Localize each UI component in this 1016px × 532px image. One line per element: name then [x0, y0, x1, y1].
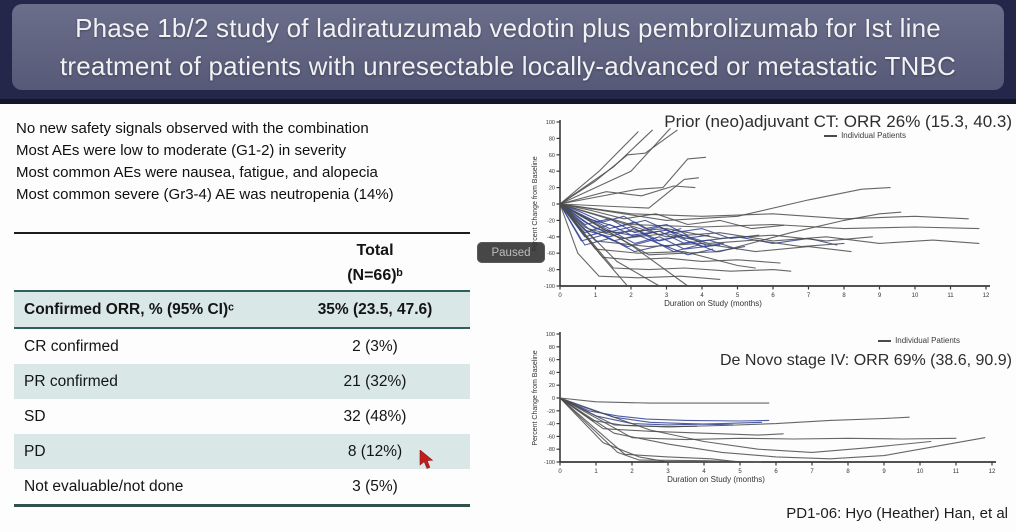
svg-text:4: 4 [700, 293, 704, 299]
row-value-pd: 8 (12%) [347, 442, 403, 460]
svg-text:-40: -40 [547, 422, 555, 428]
svg-text:Duration on Study (months): Duration on Study (months) [664, 299, 762, 308]
svg-text:2: 2 [629, 293, 633, 299]
svg-text:0: 0 [558, 293, 562, 299]
svg-text:5: 5 [738, 469, 742, 475]
slide-title-box: Phase 1b/2 study of ladiratuzumab vedoti… [12, 4, 1004, 90]
mouse-cursor-icon [419, 450, 434, 469]
svg-text:-60: -60 [547, 434, 555, 440]
svg-text:60: 60 [549, 358, 555, 364]
spider-plot-de-novo: 0 1 2 3 4 5 6 7 8 9 10 11 12100806040200-20-40-60-80… [532, 332, 996, 484]
svg-text:-20: -20 [547, 218, 555, 224]
svg-text:Duration on Study (months): Duration on Study (months) [667, 475, 765, 484]
svg-text:8: 8 [842, 293, 846, 299]
svg-text:-80: -80 [547, 268, 555, 274]
svg-text:-60: -60 [547, 251, 555, 257]
header-band: Phase 1b/2 study of ladiratuzumab vedoti… [0, 0, 1016, 104]
row-value-cr-confirmed: 2 (3%) [352, 337, 398, 355]
row-value-confirmed-orr: 35% (23.5, 47.6) [317, 300, 433, 318]
legend-line-swatch [878, 339, 892, 342]
row-value-not-evaluable: 3 (5%) [352, 477, 398, 495]
table-row: SD 32 (48%) [14, 399, 470, 434]
svg-text:-100: -100 [544, 460, 555, 466]
row-label-pr-confirmed: PR confirmed [24, 372, 118, 390]
safety-bullet-1: No new safety signals observed with the … [16, 120, 369, 137]
svg-text:8: 8 [846, 469, 850, 475]
svg-text:10: 10 [912, 293, 919, 299]
svg-text:4: 4 [702, 469, 706, 475]
safety-bullet-4: Most common severe (Gr3-4) AE was neutro… [16, 186, 394, 203]
paused-label: Paused [491, 246, 531, 259]
svg-text:6: 6 [771, 293, 775, 299]
slide-title-line-2: treatment of patients with unresectable … [59, 51, 957, 81]
table-header-total-line2: (N=66)ᵇ [347, 267, 403, 284]
svg-text:40: 40 [549, 370, 555, 376]
svg-text:40: 40 [549, 169, 555, 175]
svg-text:100: 100 [546, 332, 555, 338]
safety-summary-text: No new safety signals observed with the … [16, 118, 476, 206]
svg-text:7: 7 [807, 293, 811, 299]
svg-text:9: 9 [878, 293, 882, 299]
attribution-text: PD1-06: Hyo (Heather) Han, et al [786, 505, 1008, 522]
svg-text:1: 1 [594, 293, 598, 299]
table-row: PR confirmed 21 (32%) [14, 364, 470, 399]
svg-text:6: 6 [774, 469, 778, 475]
spider-plot-prior-ct: 0 1 2 3 4 5 6 7 8 9 10 11 12100806040200-20-40-60-80… [532, 120, 990, 308]
table-row: PD 8 (12%) [14, 434, 470, 469]
svg-text:12: 12 [983, 293, 990, 299]
svg-text:1: 1 [594, 469, 598, 475]
svg-text:-100: -100 [544, 284, 555, 290]
legend-line-swatch [824, 134, 838, 137]
svg-text:3: 3 [666, 469, 670, 475]
svg-text:11: 11 [947, 293, 954, 299]
svg-text:0: 0 [552, 202, 555, 208]
legend-individual-patients: Individual Patients [824, 131, 906, 140]
row-label-sd: SD [24, 407, 46, 425]
svg-text:5: 5 [736, 293, 740, 299]
chart-title-prior-ct: Prior (neo)adjuvant CT: ORR 26% (15.3, 4… [664, 112, 1012, 131]
svg-text:7: 7 [810, 469, 814, 475]
row-label-confirmed-orr: Confirmed ORR, % (95% CI)ᶜ [24, 300, 234, 318]
row-label-pd: PD [24, 442, 46, 460]
svg-text:0: 0 [558, 469, 562, 475]
svg-text:0: 0 [552, 396, 555, 402]
legend-individual-patients: Individual Patients [878, 336, 960, 345]
safety-bullet-3: Most common AEs were nausea, fatigue, an… [16, 164, 378, 181]
row-label-not-evaluable: Not evaluable/not done [24, 477, 184, 495]
svg-text:Percent Change from Baseline: Percent Change from Baseline [532, 350, 539, 445]
row-value-pr-confirmed: 21 (32%) [343, 372, 407, 390]
svg-text:10: 10 [917, 469, 924, 475]
results-table: Total (N=66)ᵇ Confirmed ORR, % (95% CI)ᶜ… [14, 232, 470, 507]
svg-text:100: 100 [546, 120, 555, 126]
svg-text:-80: -80 [547, 447, 555, 453]
svg-text:9: 9 [882, 469, 886, 475]
legend-label: Individual Patients [841, 131, 906, 140]
svg-text:-20: -20 [547, 409, 555, 415]
svg-text:80: 80 [549, 345, 555, 351]
svg-text:3: 3 [665, 293, 669, 299]
svg-text:60: 60 [549, 153, 555, 159]
slide-title-line-1: Phase 1b/2 study of ladiratuzumab vedoti… [75, 13, 941, 43]
svg-text:12: 12 [989, 469, 996, 475]
legend-label: Individual Patients [895, 336, 960, 345]
table-row: Confirmed ORR, % (95% CI)ᶜ 35% (23.5, 47… [14, 292, 470, 329]
table-header-row: Total (N=66)ᵇ [14, 234, 470, 292]
row-label-cr-confirmed: CR confirmed [24, 337, 119, 355]
svg-text:-40: -40 [547, 235, 555, 241]
svg-text:2: 2 [630, 469, 634, 475]
chart-title-de-novo: De Novo stage IV: ORR 69% (38.6, 90.9) [720, 352, 1012, 369]
svg-text:80: 80 [549, 136, 555, 142]
svg-text:20: 20 [549, 383, 555, 389]
row-value-sd: 32 (48%) [343, 407, 407, 425]
safety-bullet-2: Most AEs were low to moderate (G1-2) in … [16, 142, 347, 159]
table-header-total: Total (N=66)ᵇ [280, 234, 470, 288]
table-header-total-line1: Total [356, 242, 394, 259]
table-row: CR confirmed 2 (3%) [14, 329, 470, 364]
svg-text:20: 20 [549, 186, 555, 192]
table-row: Not evaluable/not done 3 (5%) [14, 469, 470, 504]
svg-text:Percent Change from Baseline: Percent Change from Baseline [532, 156, 539, 251]
svg-text:11: 11 [953, 469, 960, 475]
player-paused-badge[interactable]: Paused [477, 242, 545, 263]
